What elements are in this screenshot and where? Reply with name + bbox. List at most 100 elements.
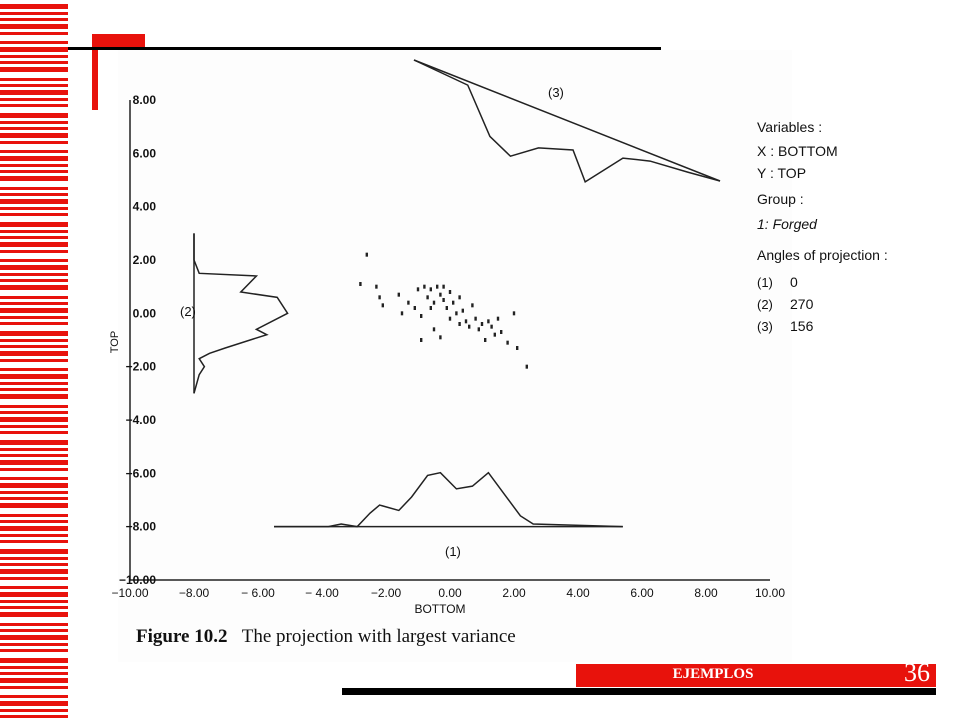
stripe [0, 222, 68, 227]
stripe [0, 569, 68, 574]
data-point [381, 303, 384, 308]
stripe [0, 606, 68, 609]
stripe [0, 526, 68, 531]
stripe [0, 156, 68, 161]
stripe [0, 643, 68, 646]
stripe [0, 273, 68, 276]
figure-caption-text: The projection with largest variance [241, 626, 516, 647]
x-tick-label: − 4.00 [305, 586, 339, 600]
stripe [0, 55, 68, 58]
stripe [0, 18, 68, 21]
data-point [484, 338, 487, 342]
stripe [0, 577, 68, 580]
x-tick-label: 0.00 [438, 586, 462, 600]
stripe [0, 431, 68, 434]
data-point [413, 306, 416, 310]
stripe [0, 477, 68, 480]
y-tick-label: −6.00 [126, 466, 157, 480]
projection-3-label: (3) [548, 85, 564, 100]
data-point [480, 322, 484, 326]
stripe [0, 250, 68, 253]
stripe [0, 417, 68, 422]
stripe [0, 32, 68, 35]
stripe [0, 491, 68, 494]
legend-group-value: 1: Forged [757, 216, 818, 232]
stripe [0, 394, 68, 399]
stripe [0, 4, 68, 9]
stripe [0, 133, 68, 138]
data-point [397, 292, 400, 297]
data-point [448, 290, 452, 294]
projection-2-curve [193, 233, 289, 394]
stripe [0, 468, 68, 471]
stripe [0, 24, 68, 29]
stripe [0, 388, 68, 391]
stripe [0, 549, 68, 554]
data-point [448, 316, 452, 321]
data-point [445, 306, 448, 310]
stripe [0, 454, 68, 457]
data-point [426, 295, 429, 300]
stripe [0, 345, 68, 348]
stripe [0, 236, 68, 239]
projection-2-label: (2) [180, 304, 196, 319]
x-tick-label: 10.00 [755, 586, 785, 600]
legend-variables-title: Variables : [757, 119, 822, 135]
stripe [0, 176, 68, 181]
y-tick-labels: 8.00 6.00 4.00 2.00 0.00 −2.00 −4.00 −6.00 −8.00… [119, 93, 156, 587]
data-point [455, 311, 458, 316]
legend-angles-title: Angles of projection : [757, 247, 888, 263]
data-point [365, 252, 368, 257]
stripe [0, 715, 68, 718]
stripe [0, 113, 68, 118]
stripe [0, 279, 68, 282]
data-point [436, 284, 439, 289]
stripe [0, 514, 68, 517]
legend-angle-value: 0 [790, 274, 798, 290]
data-point [429, 287, 432, 292]
y-tick-label: 4.00 [133, 200, 157, 214]
projection-3-line [413, 59, 721, 184]
stripe [0, 242, 68, 247]
stripe [0, 296, 68, 299]
stripe [0, 448, 68, 451]
stripe [0, 78, 68, 81]
stripe [0, 285, 68, 290]
data-point [487, 319, 490, 324]
stripe [0, 302, 68, 305]
legend-angle-value: 270 [790, 296, 814, 312]
stripe [0, 483, 68, 488]
legend-group-title: Group : [757, 191, 804, 207]
x-tick-label: 2.00 [502, 586, 526, 600]
stripe [0, 265, 68, 270]
stripe [0, 164, 68, 167]
stripe [0, 503, 68, 508]
section-label: EJEMPLOS [672, 666, 754, 682]
legend-x-variable: X : BOTTOM [757, 143, 838, 159]
stripe [0, 405, 68, 408]
data-point [471, 303, 474, 308]
footer-bar [576, 664, 936, 687]
stripe [0, 84, 68, 87]
stripe [0, 308, 68, 313]
stripe [0, 359, 68, 362]
stripe [0, 374, 68, 379]
stripe [0, 520, 68, 523]
stripe [0, 90, 68, 95]
stripe [0, 351, 68, 356]
stripe [0, 259, 68, 262]
legend-angles: (1) 0 (2) 270 (3) 156 [757, 274, 814, 334]
y-tick-label: 6.00 [133, 146, 157, 160]
stripe [0, 686, 68, 689]
stripe [0, 47, 68, 52]
y-tick-label: 8.00 [133, 93, 157, 107]
accent-block [92, 34, 145, 48]
data-point [416, 287, 420, 292]
stripe [0, 635, 68, 640]
stripe [0, 425, 68, 428]
projection-1-curve [274, 471, 623, 528]
projection-3-baseline [413, 59, 721, 182]
stripe [0, 61, 68, 64]
data-point [452, 300, 455, 305]
data-point [458, 322, 461, 326]
